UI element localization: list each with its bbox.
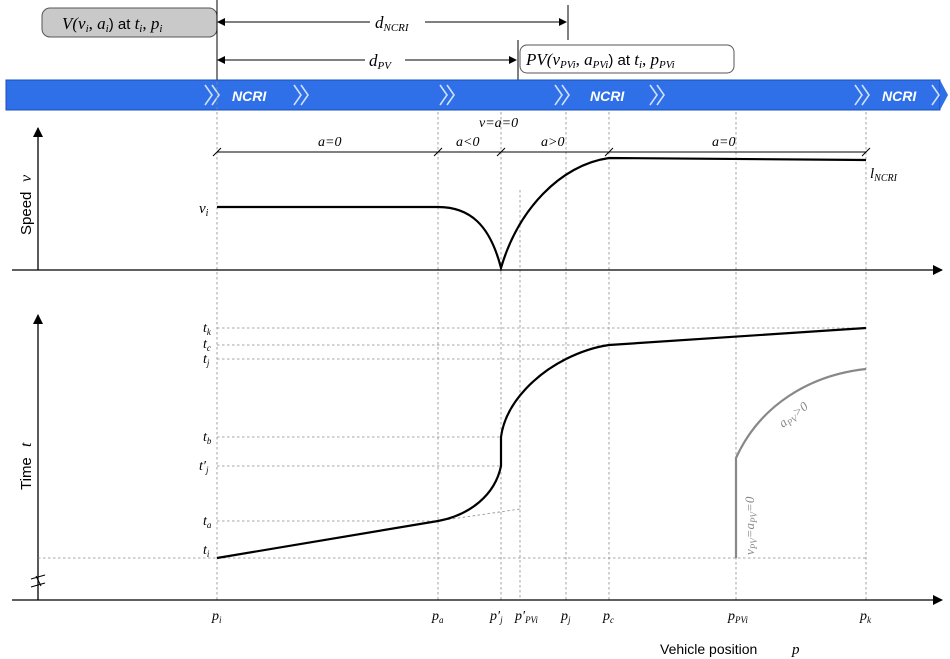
time-panel: Time t tk tc tj tb t′j ta ti aPV>0 vPV=a… xyxy=(12,314,943,605)
tick-tj: tj xyxy=(203,352,210,368)
tick-tk: tk xyxy=(203,321,212,337)
speed-profile-curve xyxy=(217,156,867,273)
tick-tb: tb xyxy=(203,430,212,446)
pv-trajectory-curve xyxy=(734,367,867,558)
pv-state-label: PV(vPVi, aPVi) at ti, pPVi xyxy=(525,50,675,71)
time-axis-symbol: t xyxy=(18,442,35,447)
tick-pc: pc xyxy=(602,609,614,625)
speed-axis-label: Speed xyxy=(18,192,35,235)
segment-label-2: a<0 xyxy=(456,135,479,150)
x-axis-ticks: pi pa p′j p′PVi pj pc pPVi pk Vehicle po… xyxy=(211,609,872,658)
ncri-label-1: NCRI xyxy=(232,88,267,104)
tick-ppvi-prime: p′PVi xyxy=(514,609,538,625)
segment-label-4: a=0 xyxy=(712,135,735,150)
ego-trajectory-curve xyxy=(216,326,867,560)
tick-pa: pa xyxy=(431,609,444,625)
pv-state-box xyxy=(519,44,735,74)
ncri-label-3: NCRI xyxy=(882,88,917,104)
tick-pi: pi xyxy=(211,609,222,625)
vehicle-state-label: V(vi, ai) at ti, pi xyxy=(62,14,162,35)
axis-break-icon xyxy=(30,574,46,588)
x-axis-label: Vehicle position xyxy=(660,641,757,657)
tick-pk: pk xyxy=(859,609,872,625)
pv-acc-label: aPV>0 xyxy=(776,398,813,432)
v-a-zero-label: v=a=0 xyxy=(479,116,518,131)
tick-ppvi: pPVi xyxy=(727,609,748,625)
d-pv-label: dPV xyxy=(369,51,392,72)
segment-label-3: a>0 xyxy=(541,135,564,150)
tick-tj-prime: t′j xyxy=(199,459,209,475)
road-band: NCRI NCRI NCRI xyxy=(5,79,948,111)
speed-axis-symbol: v xyxy=(18,174,35,182)
segment-label-1: a=0 xyxy=(318,135,341,150)
speed-panel: Speed v a=0 a<0 a>0 a=0 v=a=0 vi lNCRI xyxy=(12,116,943,275)
pv-zero-label: vPV=aPV=0 xyxy=(742,496,759,555)
tick-ta: ta xyxy=(203,514,212,530)
vi-label: vi xyxy=(199,201,209,219)
tick-pj: pj xyxy=(560,609,571,625)
x-axis-symbol: p xyxy=(791,642,800,658)
d-ncri-label: dNCRI xyxy=(375,13,410,34)
header: V(vi, ai) at ti, pi dNCRI dPV PV(vPVi, a… xyxy=(41,0,735,82)
tick-pj-prime: p′j xyxy=(489,609,503,625)
chevron-icons xyxy=(204,84,940,106)
ncri-label-2: NCRI xyxy=(590,88,625,104)
l-ncri-label: lNCRI xyxy=(870,166,898,184)
time-axis-label: Time xyxy=(18,457,35,490)
tick-ti: ti xyxy=(203,543,210,559)
tick-tc: tc xyxy=(203,337,211,353)
road-strip xyxy=(5,79,941,111)
